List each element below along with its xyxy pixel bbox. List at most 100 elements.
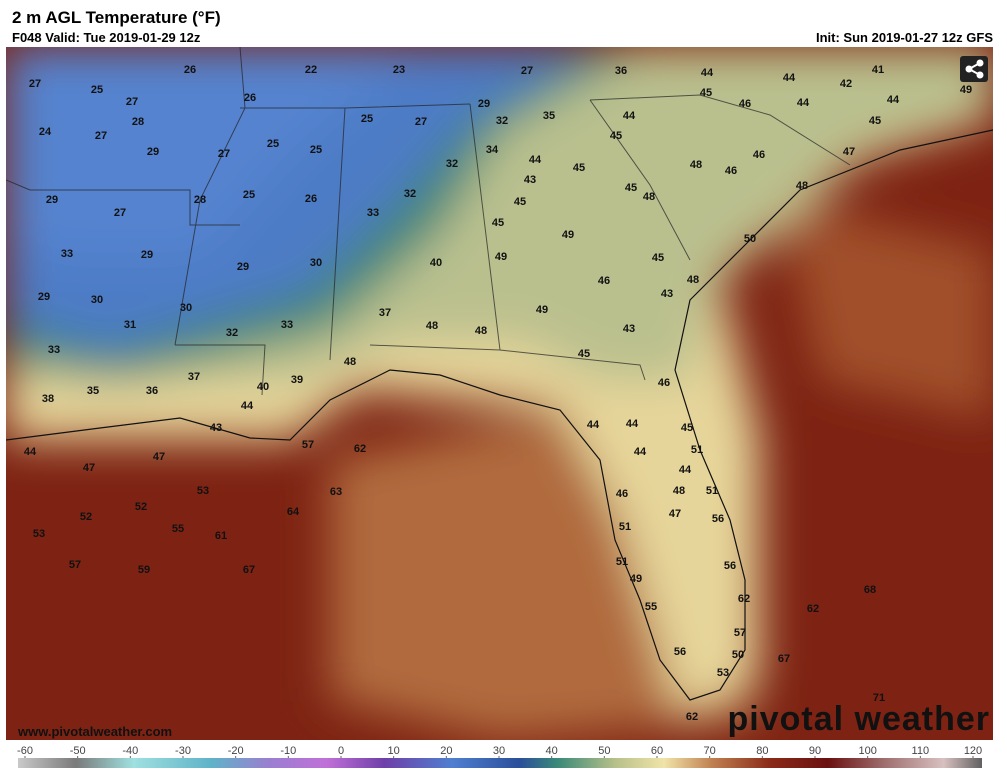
temperature-label: 57 bbox=[302, 439, 314, 451]
temperature-label: 25 bbox=[91, 84, 103, 96]
temperature-label: 26 bbox=[244, 92, 256, 104]
temperature-label: 23 bbox=[393, 64, 405, 76]
coastline bbox=[6, 129, 993, 701]
temperature-label: 41 bbox=[872, 64, 884, 76]
colorbar-tick-label: -50 bbox=[70, 745, 86, 757]
temperature-label: 47 bbox=[843, 146, 855, 158]
temperature-label: 34 bbox=[486, 144, 499, 156]
temperature-label: 35 bbox=[543, 110, 555, 122]
temperature-label: 53 bbox=[33, 528, 45, 540]
temperature-label: 33 bbox=[367, 207, 379, 219]
temperature-label: 42 bbox=[840, 78, 852, 90]
temperature-label: 49 bbox=[960, 84, 972, 96]
temperature-label: 29 bbox=[237, 261, 249, 273]
colorbar-tick-label: 60 bbox=[651, 745, 663, 757]
colorbar-tick-label: 50 bbox=[598, 745, 610, 757]
temperature-label: 45 bbox=[573, 162, 585, 174]
temperature-label: 25 bbox=[243, 189, 255, 201]
temperature-label: 38 bbox=[42, 393, 54, 405]
temperature-label: 71 bbox=[873, 692, 885, 704]
map-area bbox=[6, 47, 993, 740]
temperature-label: 30 bbox=[180, 302, 192, 314]
temperature-label: 44 bbox=[626, 418, 639, 430]
temperature-label: 52 bbox=[135, 501, 147, 513]
temperature-label: 35 bbox=[87, 385, 99, 397]
colorbar-tick-label: 90 bbox=[809, 745, 821, 757]
temperature-label: 51 bbox=[691, 444, 703, 456]
temperature-label: 63 bbox=[330, 486, 342, 498]
temperature-label: 51 bbox=[616, 556, 628, 568]
temperature-label: 67 bbox=[243, 564, 255, 576]
temperature-label: 51 bbox=[619, 521, 631, 533]
colorbar-tick-label: 0 bbox=[338, 745, 344, 757]
colorbar-tick-label: 10 bbox=[388, 745, 400, 757]
temperature-label: 45 bbox=[625, 182, 637, 194]
temperature-label: 40 bbox=[430, 257, 442, 269]
temperature-label: 33 bbox=[281, 319, 293, 331]
temperature-label: 25 bbox=[310, 144, 322, 156]
temperature-label: 28 bbox=[132, 116, 144, 128]
temperature-labels: 27 25 26 27 28 24 27 26 22 23 27 36 44 44 41 42 44 49 45 46… bbox=[24, 64, 972, 723]
temperature-label: 33 bbox=[48, 344, 60, 356]
temperature-label: 45 bbox=[578, 348, 590, 360]
temperature-label: 45 bbox=[681, 422, 693, 434]
temperature-label: 43 bbox=[623, 323, 635, 335]
temperature-label: 27 bbox=[126, 96, 138, 108]
temperature-label: 49 bbox=[536, 304, 548, 316]
temperature-label: 27 bbox=[218, 148, 230, 160]
temperature-label: 32 bbox=[404, 188, 416, 200]
temperature-label: 30 bbox=[91, 294, 103, 306]
watermark-logo: pivotal weather bbox=[727, 700, 990, 738]
temperature-label: 64 bbox=[287, 506, 300, 518]
temperature-label: 44 bbox=[701, 67, 714, 79]
temperature-label: 62 bbox=[686, 711, 698, 723]
temperature-label: 32 bbox=[226, 327, 238, 339]
temperature-label: 46 bbox=[616, 488, 628, 500]
map-title: 2 m AGL Temperature (°F) bbox=[12, 8, 221, 27]
temperature-label: 44 bbox=[587, 419, 600, 431]
temperature-label: 31 bbox=[124, 319, 136, 331]
temperature-label: 53 bbox=[717, 667, 729, 679]
temperature-label: 29 bbox=[478, 98, 490, 110]
colorbar-tick-label: 20 bbox=[440, 745, 452, 757]
temperature-label: 62 bbox=[807, 603, 819, 615]
colorbar-tick-label: -60 bbox=[17, 745, 33, 757]
temperature-label: 68 bbox=[864, 584, 876, 596]
temperature-label: 62 bbox=[354, 443, 366, 455]
colorbar-tick-label: -40 bbox=[122, 745, 138, 757]
share-button[interactable] bbox=[960, 56, 988, 82]
temperature-label: 49 bbox=[495, 251, 507, 263]
colorbar-tick-label: -10 bbox=[280, 745, 296, 757]
temperature-label: 44 bbox=[887, 94, 900, 106]
colorbar-tick-label: 30 bbox=[493, 745, 505, 757]
colorbar-tick-label: 120 bbox=[964, 745, 982, 757]
temperature-label: 44 bbox=[529, 154, 542, 166]
temperature-label: 49 bbox=[562, 229, 574, 241]
temperature-label: 30 bbox=[310, 257, 322, 269]
temperature-label: 62 bbox=[738, 593, 750, 605]
temperature-label: 50 bbox=[744, 233, 756, 245]
colorbar-tick-label: 110 bbox=[912, 745, 930, 757]
temperature-label: 44 bbox=[241, 400, 254, 412]
temperature-label: 43 bbox=[661, 288, 673, 300]
colorbar-tick-label: -20 bbox=[228, 745, 244, 757]
temperature-label: 48 bbox=[690, 159, 702, 171]
colorbar-tick-label: 100 bbox=[858, 745, 876, 757]
temperature-label: 50 bbox=[732, 649, 744, 661]
temperature-label: 27 bbox=[95, 130, 107, 142]
temperature-label: 28 bbox=[194, 194, 206, 206]
temperature-label: 27 bbox=[415, 116, 427, 128]
colorbar bbox=[18, 758, 982, 768]
temperature-label: 27 bbox=[114, 207, 126, 219]
share-icon bbox=[965, 59, 984, 79]
temperature-label: 36 bbox=[615, 65, 627, 77]
temperature-label: 27 bbox=[521, 65, 533, 77]
temperature-label: 29 bbox=[147, 146, 159, 158]
temperature-label: 48 bbox=[687, 274, 699, 286]
temperature-label: 44 bbox=[679, 464, 692, 476]
temperature-label: 53 bbox=[197, 485, 209, 497]
temperature-label: 57 bbox=[734, 627, 746, 639]
temperature-label: 51 bbox=[706, 485, 718, 497]
temperature-label: 59 bbox=[138, 564, 150, 576]
